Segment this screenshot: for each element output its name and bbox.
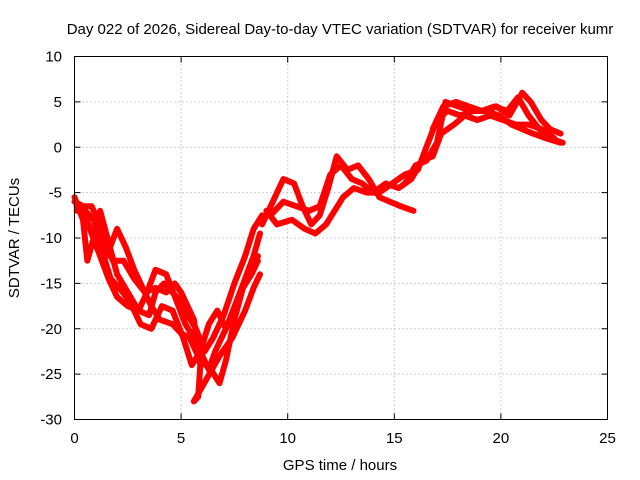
plot-area [71, 89, 566, 405]
x-tick-label: 0 [70, 430, 78, 447]
y-tick-label: -5 [49, 185, 62, 202]
x-tick-label: 5 [177, 430, 185, 447]
y-tick-label: -30 [40, 412, 62, 429]
series-track-3 [73, 207, 263, 369]
y-tick-label: -25 [40, 366, 62, 383]
y-axis-label: SDTVAR / TECUs [6, 178, 23, 298]
y-tick-label: -15 [40, 275, 62, 292]
y-tick-label: 5 [54, 94, 62, 111]
y-tick-label: -10 [40, 230, 62, 247]
plot-frame [74, 56, 608, 420]
x-tick-label: 25 [599, 430, 616, 447]
chart-title: Day 022 of 2026, Sidereal Day-to-day VTE… [67, 21, 614, 38]
x-tick-labels: 0 5 10 15 20 25 [70, 430, 616, 447]
series-track-8 [267, 112, 558, 219]
y-tick-label: -20 [40, 321, 62, 338]
x-tick-label: 20 [493, 430, 510, 447]
x-axis-label: GPS time / hours [283, 457, 397, 474]
series-track-5 [99, 235, 263, 405]
x-tick-label: 10 [279, 430, 296, 447]
y-tick-label: 10 [45, 49, 62, 66]
y-tick-label: 0 [54, 139, 62, 156]
series-track-10 [429, 94, 566, 146]
x-tick-label: 15 [386, 430, 403, 447]
y-tick-labels: 10 5 0 -5 -10 -15 -20 -25 -30 [40, 49, 62, 429]
